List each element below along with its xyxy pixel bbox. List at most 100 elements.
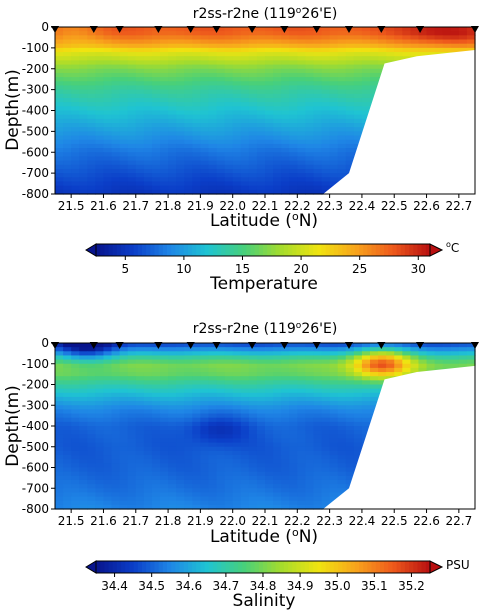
heatmap-cell <box>208 89 218 95</box>
x-axis-label: Latitude (oN) <box>210 526 318 547</box>
heatmap-cell <box>378 64 387 70</box>
heatmap-cell <box>256 384 266 390</box>
heatmap-cell <box>87 492 96 498</box>
heatmap-cell <box>55 156 64 162</box>
heatmap-cell <box>119 359 129 365</box>
heatmap-cell <box>79 484 88 489</box>
heatmap-cell <box>168 156 177 162</box>
heatmap-cell <box>63 372 72 377</box>
heatmap-cell <box>55 118 64 124</box>
heatmap-cell <box>168 189 177 195</box>
colorbar-segment <box>263 244 268 256</box>
heatmap-cell <box>434 355 444 361</box>
x-tick-label: 21.6 <box>90 514 117 528</box>
heatmap-cell <box>55 189 64 195</box>
heatmap-cell <box>103 143 113 149</box>
heatmap-cell <box>458 27 468 32</box>
heatmap-cell <box>345 102 355 107</box>
heatmap-cell <box>256 31 266 36</box>
heatmap-cell <box>289 102 298 107</box>
heatmap-cell <box>329 27 339 32</box>
heatmap-cell <box>313 396 323 402</box>
heatmap-cell <box>289 384 298 390</box>
heatmap-cell <box>232 143 242 149</box>
heatmap-cell <box>192 388 201 394</box>
x-tick-label: 22.0 <box>219 514 246 528</box>
heatmap-cell <box>297 156 306 162</box>
heatmap-cell <box>208 110 218 116</box>
heatmap-cell <box>200 396 210 402</box>
heatmap-cell <box>329 359 339 365</box>
heatmap-cell <box>289 347 298 352</box>
x-tick-label: 21.5 <box>58 199 85 213</box>
heatmap-cell <box>168 434 177 440</box>
heatmap-cell <box>313 471 323 477</box>
heatmap-cell <box>313 363 323 369</box>
colorbar-min-arrow <box>85 560 97 574</box>
heatmap-cell <box>127 392 137 398</box>
heatmap-cell <box>127 52 137 57</box>
heatmap-cell <box>224 27 234 32</box>
heatmap-cell <box>176 52 185 57</box>
heatmap-cell <box>313 459 323 464</box>
heatmap-cell <box>321 81 331 87</box>
colorbar-segment <box>137 244 143 256</box>
heatmap-cell <box>176 106 185 112</box>
heatmap-cell <box>232 355 242 361</box>
heatmap-cell <box>281 189 290 195</box>
heatmap-cell <box>176 488 185 493</box>
heatmap-cell <box>160 426 169 431</box>
heatmap-cell <box>168 97 177 103</box>
heatmap-cell <box>176 471 185 477</box>
heatmap-cell <box>313 405 323 410</box>
heatmap-cell <box>370 56 379 61</box>
heatmap-cell <box>216 446 226 452</box>
heatmap-cell <box>127 384 137 390</box>
heatmap-cell <box>216 367 226 373</box>
heatmap-cell <box>370 359 379 365</box>
heatmap-cell <box>289 459 298 464</box>
heatmap-cell <box>192 43 201 49</box>
heatmap-cell <box>273 97 282 103</box>
heatmap-cell <box>168 85 177 91</box>
heatmap-cell <box>168 343 177 348</box>
heatmap-cell <box>87 164 96 170</box>
heatmap-cell <box>79 359 88 365</box>
heatmap-cell <box>248 148 258 153</box>
heatmap-cell <box>442 363 452 369</box>
heatmap-cell <box>256 446 266 452</box>
heatmap-cell <box>111 27 121 32</box>
y-axis-label: Depth(m) <box>3 69 23 151</box>
x-tick-label: 22.3 <box>316 514 343 528</box>
heatmap-cell <box>289 47 298 53</box>
heatmap-cell <box>151 93 161 99</box>
heatmap-cell <box>265 185 274 191</box>
heatmap-cell <box>200 426 210 431</box>
station-marker <box>280 26 289 33</box>
heatmap-cell <box>95 409 105 415</box>
heatmap-cell <box>135 492 145 498</box>
heatmap-cell <box>208 118 218 124</box>
heatmap-cell <box>103 430 113 435</box>
heatmap-cell <box>143 388 153 394</box>
heatmap-cell <box>208 463 218 469</box>
heatmap-cell <box>321 77 331 82</box>
heatmap-cell <box>192 459 201 464</box>
heatmap-cell <box>71 392 80 398</box>
heatmap-cell <box>127 127 137 132</box>
heatmap-cell <box>370 27 379 32</box>
heatmap-cell <box>281 31 290 36</box>
heatmap-cell <box>297 500 306 506</box>
heatmap-cell <box>418 363 428 369</box>
heatmap-cell <box>370 351 379 357</box>
heatmap-cell <box>71 47 80 53</box>
heatmap-cell <box>184 484 193 489</box>
heatmap-cell <box>265 409 274 415</box>
heatmap-cell <box>119 127 129 132</box>
heatmap-cell <box>63 156 72 162</box>
heatmap-cell <box>151 123 161 128</box>
heatmap-cell <box>151 164 161 170</box>
heatmap-cell <box>192 488 201 493</box>
heatmap-cell <box>378 60 387 66</box>
heatmap-cell <box>273 405 282 410</box>
